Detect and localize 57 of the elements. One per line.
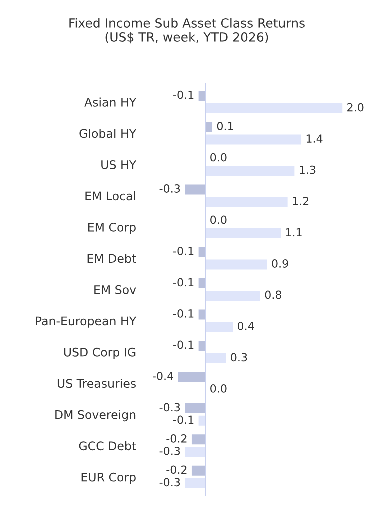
bar [192, 434, 206, 445]
bar [206, 260, 268, 270]
data-label: 0.1 [217, 122, 234, 130]
bar [206, 353, 226, 364]
data-label: 0.9 [272, 260, 288, 268]
y-tick-label: USD Corp IG [64, 348, 136, 360]
y-tick-label: EM Sov [94, 285, 136, 294]
data-label: -0.2 [166, 466, 187, 474]
bar [206, 322, 234, 332]
bar [178, 372, 206, 382]
data-label: 0.0 [210, 216, 227, 224]
bar [206, 104, 343, 114]
data-label: 0.4 [238, 322, 254, 330]
bar [206, 228, 281, 238]
data-label: -0.2 [166, 434, 187, 443]
chart-title: Fixed Income Sub Asset Class Returns (US$ TR, week, YTD 2026) [70, 18, 305, 44]
y-tick-label: EUR Corp [82, 472, 136, 484]
y-tick-label: US HY [102, 160, 137, 170]
data-label: -0.1 [174, 247, 194, 256]
data-label: 1.1 [286, 228, 302, 237]
bar [185, 478, 206, 488]
y-tick-label: EM Local [86, 192, 136, 201]
bar [206, 122, 213, 132]
data-label: -0.1 [174, 310, 194, 318]
data-label: -0.1 [174, 90, 194, 100]
data-label: 1.3 [300, 166, 316, 174]
bar [206, 134, 302, 145]
bar [206, 290, 260, 301]
bar [206, 166, 295, 176]
data-label: -0.1 [174, 278, 194, 287]
data-label: -0.4 [152, 372, 174, 380]
y-tick-label: GCC Debt [79, 441, 136, 451]
y-tick-label: DM Sovereign [56, 410, 136, 422]
bar [185, 403, 206, 414]
y-tick-label: Pan-European HY [36, 316, 137, 328]
data-label: 0.0 [210, 153, 227, 162]
y-tick-label: Global HY [80, 129, 137, 138]
data-label: 1.2 [293, 197, 309, 206]
data-label: -0.3 [160, 184, 180, 193]
data-label: 2.0 [348, 103, 364, 112]
bar [185, 184, 206, 195]
y-tick-label: Asian HY [84, 98, 137, 107]
bar [192, 466, 206, 476]
data-label: -0.3 [160, 446, 180, 456]
data-label: 0.3 [231, 353, 248, 362]
data-label: 0.8 [265, 290, 282, 300]
data-label: -0.3 [160, 478, 180, 487]
bar [206, 197, 288, 208]
y-tick-label: EM Corp [88, 222, 136, 234]
data-label: -0.1 [174, 340, 194, 350]
data-label: 1.4 [306, 134, 323, 143]
bar [185, 447, 206, 458]
data-label: 0.0 [210, 384, 227, 393]
y-tick-label: EM Debt [88, 254, 136, 264]
data-label: -0.1 [174, 416, 194, 424]
y-tick-label: US Treasuries [58, 378, 136, 388]
data-label: -0.3 [160, 403, 180, 412]
